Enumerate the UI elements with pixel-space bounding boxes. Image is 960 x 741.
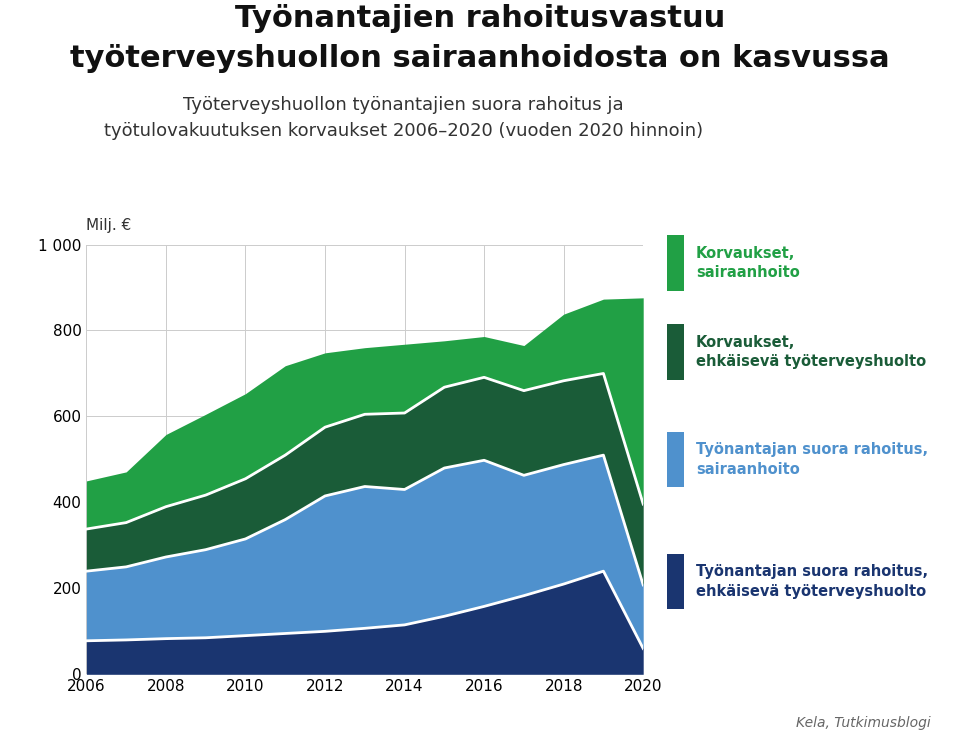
Text: Työnantajan suora rahoitus,
ehkäisevä työterveyshuolto: Työnantajan suora rahoitus, ehkäisevä ty… bbox=[696, 565, 928, 599]
Text: Työnantajan suora rahoitus,
sairaanhoito: Työnantajan suora rahoitus, sairaanhoito bbox=[696, 442, 928, 476]
Text: Korvaukset,
ehkäisevä työterveyshuolto: Korvaukset, ehkäisevä työterveyshuolto bbox=[696, 335, 926, 369]
Text: työtulovakuutuksen korvaukset 2006–2020 (vuoden 2020 hinnoin): työtulovakuutuksen korvaukset 2006–2020 … bbox=[104, 122, 703, 140]
Text: Milj. €: Milj. € bbox=[86, 219, 132, 233]
Text: Korvaukset,
sairaanhoito: Korvaukset, sairaanhoito bbox=[696, 246, 800, 280]
Text: työterveyshuollon sairaanhoidosta on kasvussa: työterveyshuollon sairaanhoidosta on kas… bbox=[70, 44, 890, 73]
Text: Kela, Tutkimusblogi: Kela, Tutkimusblogi bbox=[797, 716, 931, 730]
Text: Työterveyshuollon työnantajien suora rahoitus ja: Työterveyshuollon työnantajien suora rah… bbox=[183, 96, 623, 114]
Text: Työnantajien rahoitusvastuu: Työnantajien rahoitusvastuu bbox=[235, 4, 725, 33]
